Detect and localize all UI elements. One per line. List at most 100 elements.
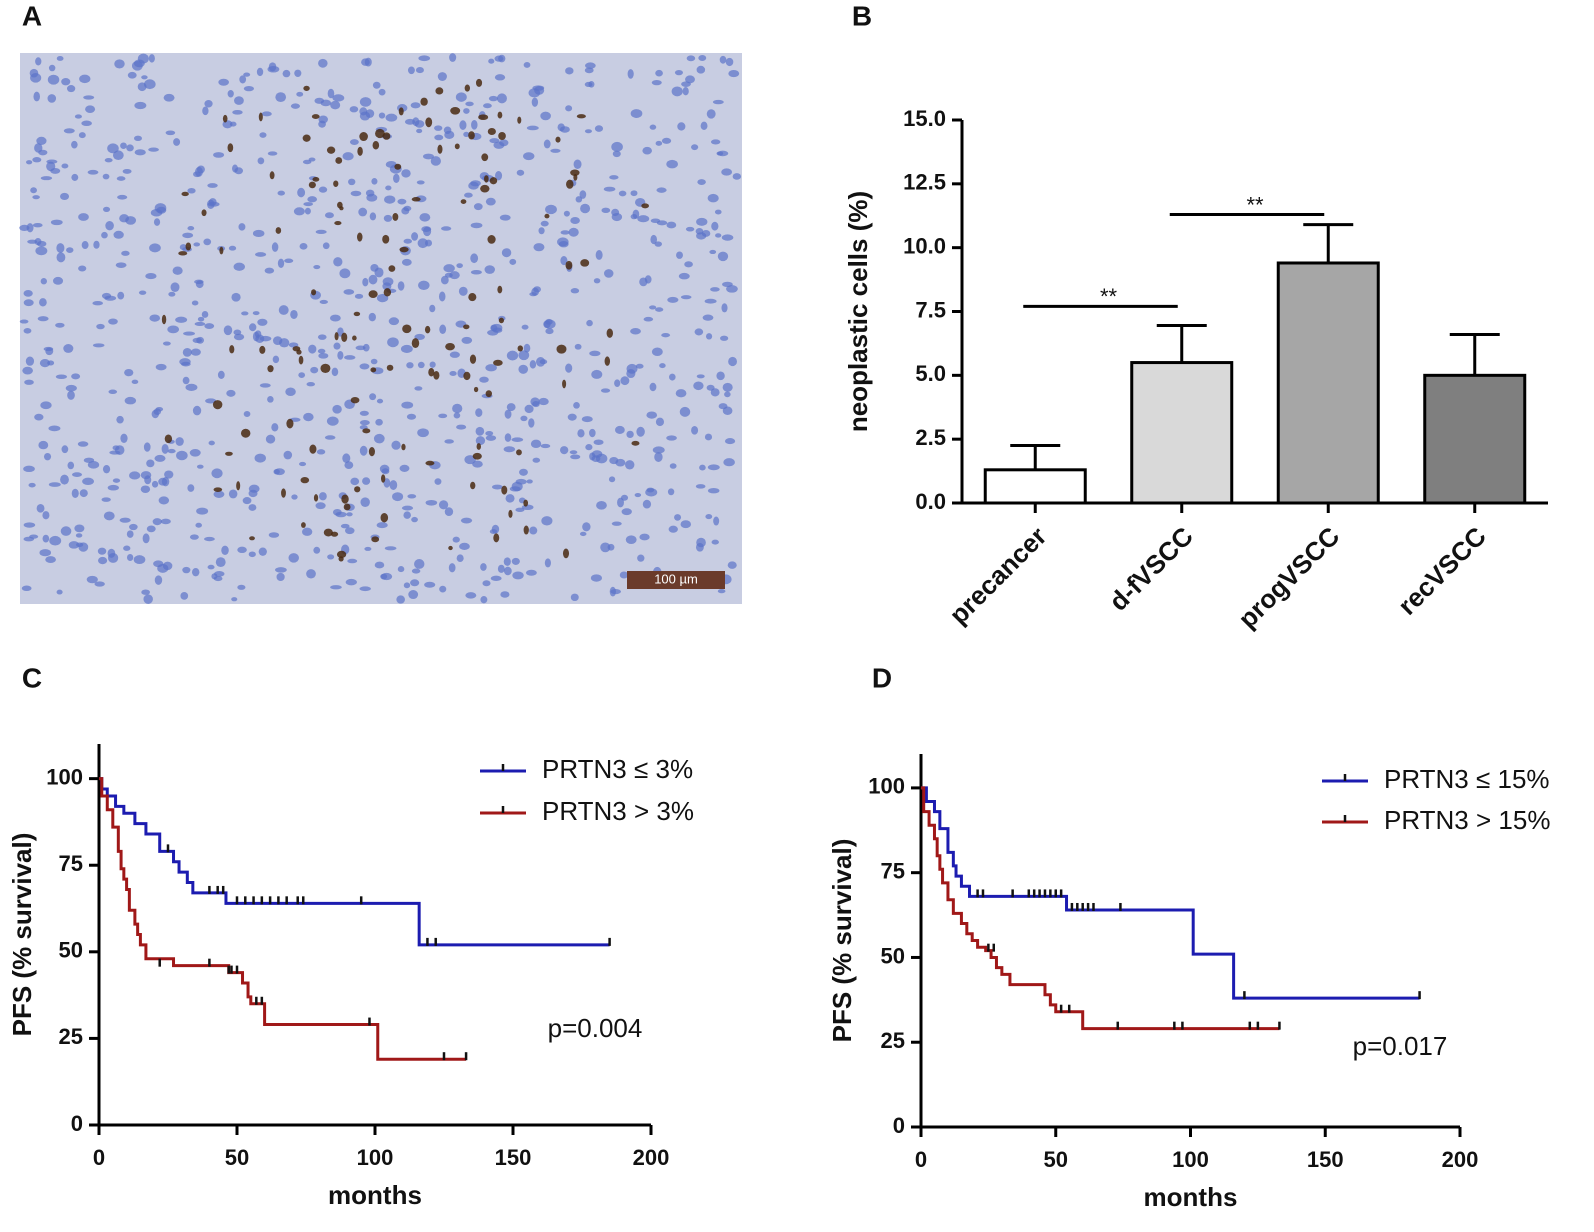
nucleus	[570, 217, 580, 224]
nucleus	[61, 445, 69, 454]
nucleus	[153, 408, 162, 415]
nucleus	[381, 468, 390, 475]
nucleus	[635, 363, 644, 369]
nucleus	[570, 593, 579, 602]
nucleus	[320, 99, 332, 107]
nucleus	[444, 272, 453, 278]
nucleus	[248, 504, 257, 511]
survival-curve	[99, 777, 467, 1061]
stain	[357, 146, 363, 156]
nucleus	[49, 535, 62, 546]
nucleus	[696, 217, 708, 226]
nucleus	[540, 443, 551, 449]
nucleus	[34, 238, 42, 246]
nucleus	[25, 356, 35, 366]
nucleus	[389, 480, 398, 491]
stain	[249, 536, 255, 541]
nucleus	[480, 563, 487, 571]
nucleus	[329, 314, 341, 322]
y-tick-label: 100	[868, 774, 905, 799]
nucleus	[667, 296, 679, 303]
nucleus	[208, 440, 215, 446]
nucleus	[424, 239, 433, 247]
nucleus	[112, 478, 121, 483]
nucleus	[560, 230, 570, 235]
nucleus	[470, 222, 483, 229]
nucleus	[524, 404, 534, 414]
nucleus	[538, 227, 545, 235]
nucleus	[30, 187, 37, 194]
nucleus	[191, 300, 199, 306]
nucleus	[114, 59, 125, 69]
nucleus	[371, 177, 378, 185]
nucleus	[204, 536, 215, 542]
panel-label: C	[22, 662, 42, 693]
stain	[498, 317, 505, 324]
stain	[362, 428, 371, 434]
nucleus	[337, 351, 344, 360]
nucleus	[346, 512, 353, 517]
nucleus	[550, 148, 561, 153]
nucleus	[643, 316, 654, 322]
nucleus	[456, 424, 467, 430]
nucleus	[615, 458, 626, 467]
stain	[493, 533, 500, 543]
survival-curve	[921, 786, 1420, 1000]
nucleus	[107, 143, 119, 154]
nucleus	[526, 125, 539, 131]
stain	[498, 131, 506, 141]
x-tick-label: d-fVSCC	[1103, 521, 1199, 617]
nucleus	[189, 534, 199, 540]
stain	[338, 556, 344, 562]
nucleus	[306, 382, 315, 387]
legend-label: PRTN3 > 3%	[542, 796, 694, 826]
nucleus	[456, 263, 463, 269]
nucleus	[518, 364, 529, 374]
nucleus	[115, 262, 127, 268]
stain	[309, 444, 317, 454]
nucleus	[464, 192, 473, 198]
nucleus	[342, 152, 354, 161]
nucleus	[726, 285, 738, 293]
nucleus	[512, 571, 524, 580]
nucleus	[131, 379, 139, 385]
nucleus	[416, 128, 423, 134]
nucleus	[414, 386, 423, 391]
nucleus	[667, 488, 675, 496]
nucleus	[521, 324, 529, 330]
nucleus	[615, 425, 625, 434]
nucleus	[335, 511, 347, 518]
nucleus	[313, 546, 321, 554]
nucleus	[344, 461, 354, 470]
y-axis-label: PFS (% survival)	[827, 839, 857, 1043]
nucleus	[473, 203, 483, 211]
nucleus	[324, 212, 334, 219]
stain	[576, 114, 586, 119]
nucleus	[563, 210, 570, 217]
nucleus	[529, 526, 538, 535]
nucleus	[94, 581, 105, 587]
y-tick-label: 75	[59, 851, 83, 876]
nucleus	[694, 328, 704, 336]
nucleus	[344, 355, 356, 360]
nucleus	[63, 344, 74, 353]
nucleus	[366, 193, 378, 202]
nucleus	[234, 167, 244, 175]
nucleus	[306, 569, 316, 579]
y-tick-label: 12.5	[903, 170, 946, 195]
nucleus	[458, 286, 468, 296]
stain	[470, 481, 476, 490]
nucleus	[702, 314, 714, 321]
nucleus	[516, 169, 525, 176]
nucleus	[39, 298, 47, 307]
nucleus	[723, 458, 735, 467]
nucleus	[686, 55, 696, 62]
nucleus	[342, 453, 351, 463]
nucleus	[83, 95, 95, 100]
nucleus	[258, 547, 267, 556]
nucleus	[56, 252, 66, 263]
nucleus	[282, 69, 291, 78]
stain	[370, 367, 377, 373]
stain	[386, 364, 394, 371]
nucleus	[609, 586, 616, 597]
